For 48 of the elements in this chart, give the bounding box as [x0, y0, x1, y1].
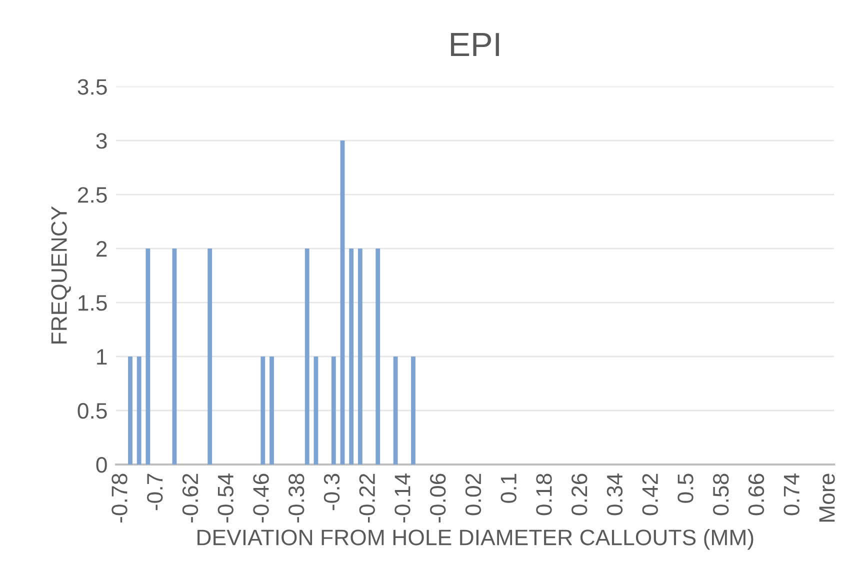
y-tick-label: 0: [96, 457, 107, 473]
bar: [128, 356, 132, 464]
y-tick-label: 3.5: [78, 79, 107, 95]
x-tick-label: -0.22: [359, 474, 375, 522]
x-tick-label: -0.7: [147, 474, 163, 510]
bar: [358, 248, 362, 464]
x-tick-label: 0.66: [748, 474, 764, 516]
x-tick-label: -0.62: [182, 474, 198, 522]
bar: [172, 248, 177, 464]
x-tick-label: 0.74: [784, 473, 800, 516]
bar: [146, 248, 150, 464]
y-tick-label: 1: [97, 349, 107, 365]
bar: [304, 248, 310, 464]
y-tick-label: 1.5: [78, 295, 107, 311]
x-tick-label: 0.58: [713, 474, 729, 516]
bar: [331, 356, 336, 464]
chart-title: EPI: [451, 33, 499, 56]
y-tick-label: 2.5: [78, 187, 107, 203]
x-axis-title: DEVIATION FROM HOLE DIAMETER CALLOUTS (MM): [198, 529, 754, 550]
x-tick-label: 0.34: [606, 473, 623, 516]
bar: [208, 248, 212, 464]
bar: [260, 356, 266, 464]
bar: [340, 140, 345, 464]
y-tick-label: 2: [96, 241, 107, 257]
bar: [270, 356, 274, 464]
y-tick-label: 3: [96, 133, 107, 149]
y-tick-label: 0.5: [78, 403, 107, 419]
bar: [411, 356, 416, 464]
y-axis-title: FREQUENCY: [51, 206, 71, 344]
x-tick-label: 0.42: [642, 474, 658, 516]
x-tick-label: 0.26: [572, 474, 588, 516]
x-tick-label: 0.02: [465, 474, 482, 516]
x-tick-label: More: [819, 474, 835, 522]
x-tick-label: -0.46: [253, 474, 269, 522]
x-tick-label: -0.14: [394, 473, 410, 522]
bar: [136, 356, 142, 464]
x-tick-label: -0.78: [112, 474, 128, 522]
bar: [349, 248, 354, 464]
x-tick-label: 0.1: [500, 474, 516, 503]
bar: [393, 356, 398, 464]
x-tick-label: -0.54: [218, 473, 234, 522]
x-tick-label: -0.38: [288, 474, 304, 522]
bar: [376, 248, 380, 464]
x-tick-label: -0.06: [430, 474, 446, 522]
x-tick-label: 0.5: [678, 474, 694, 503]
x-tick-label: 0.18: [536, 474, 552, 516]
x-tick-label: -0.3: [324, 474, 340, 510]
bar: [314, 356, 318, 464]
